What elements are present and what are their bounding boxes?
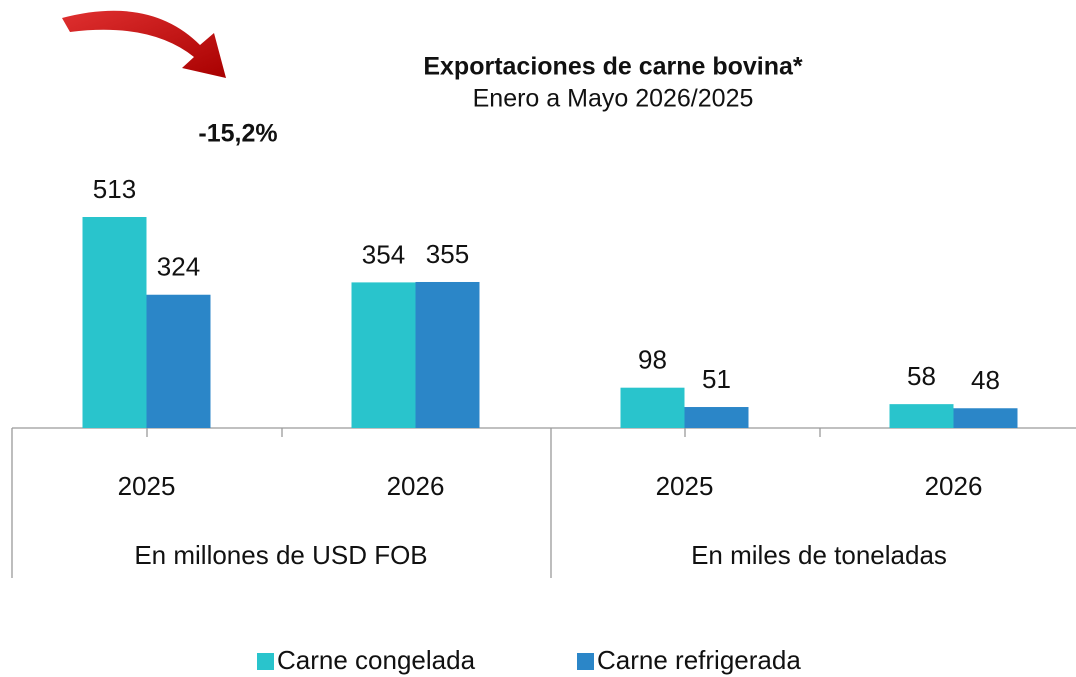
data-label: 58 xyxy=(907,361,936,391)
bar xyxy=(953,408,1018,428)
data-label: 48 xyxy=(971,365,1000,395)
data-label: 98 xyxy=(638,345,667,375)
x-tick-label: 2025 xyxy=(656,471,714,501)
annotation: -15,2% xyxy=(198,120,277,148)
data-label: 324 xyxy=(157,252,200,282)
bar xyxy=(415,281,480,428)
legend-swatch xyxy=(577,653,594,670)
data-label: 513 xyxy=(93,174,136,204)
group-label: En miles de toneladas xyxy=(691,540,947,570)
group-label: En millones de USD FOB xyxy=(134,540,427,570)
data-label: 51 xyxy=(702,364,731,394)
chart-title: Exportaciones de carne bovina* xyxy=(423,53,803,81)
bar xyxy=(684,407,749,428)
data-label: 354 xyxy=(362,239,405,269)
bar xyxy=(351,282,416,428)
bar xyxy=(146,294,211,428)
legend-label: Carne congelada xyxy=(277,645,476,675)
legend-label: Carne refrigerada xyxy=(597,645,801,675)
bar xyxy=(889,404,954,428)
x-tick-label: 2026 xyxy=(925,471,983,501)
arrow xyxy=(62,10,226,78)
chart-subtitle: Enero a Mayo 2026/2025 xyxy=(473,85,754,113)
bar xyxy=(620,387,685,428)
bar xyxy=(82,217,147,428)
legend-swatch xyxy=(257,653,274,670)
x-tick-label: 2025 xyxy=(118,471,176,501)
x-tick-label: 2026 xyxy=(387,471,445,501)
data-label: 355 xyxy=(426,239,469,269)
